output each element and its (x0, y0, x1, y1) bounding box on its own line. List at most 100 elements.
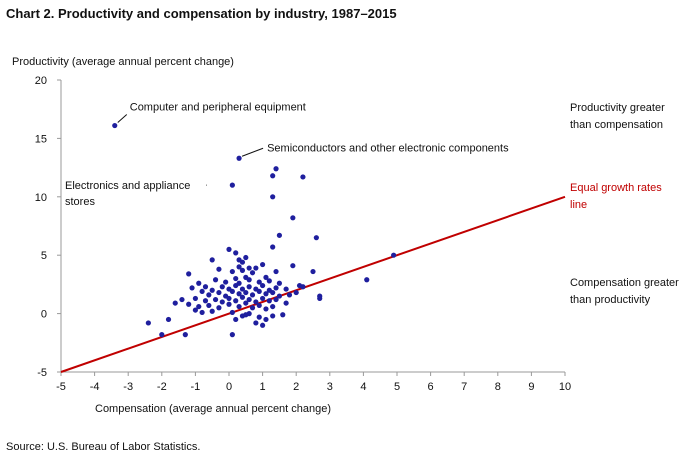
data-point (260, 261, 266, 268)
annotations: Computer and peripheral equipment Semicon… (65, 102, 509, 209)
data-point (172, 300, 178, 306)
data-point (256, 302, 262, 309)
data-point (236, 264, 242, 270)
data-point (270, 313, 276, 319)
data-point (243, 312, 249, 318)
data-point (212, 296, 219, 303)
data-point (263, 274, 269, 280)
data-points (112, 122, 397, 338)
data-point (199, 309, 205, 316)
x-tick-label: 6 (428, 381, 434, 393)
data-point (283, 300, 289, 306)
data-point (256, 279, 262, 285)
x-tick-label: 7 (461, 381, 467, 393)
annotation-semiconductors: Semiconductors and other electronic comp… (267, 142, 509, 154)
x-tick-label: 0 (226, 381, 232, 393)
data-point (179, 296, 185, 303)
data-point (216, 289, 222, 296)
data-point (233, 275, 239, 282)
data-point (266, 298, 272, 304)
data-point (236, 303, 242, 310)
y-tick-label: 0 (41, 309, 47, 321)
x-tick-label: 2 (293, 381, 299, 393)
data-point (270, 303, 276, 310)
data-point (112, 122, 118, 129)
data-point (246, 284, 252, 290)
x-tick-label: 3 (327, 381, 333, 393)
data-point (256, 288, 262, 295)
data-point (286, 292, 293, 298)
data-point (196, 280, 202, 286)
data-point (159, 332, 165, 338)
data-point (246, 265, 252, 271)
x-tick-label: -3 (123, 381, 133, 393)
data-point (236, 291, 242, 297)
data-point (209, 257, 215, 263)
chart-title: Chart 2. Productivity and compensation b… (6, 6, 397, 21)
data-point (229, 332, 235, 338)
data-point (233, 316, 239, 323)
y-tick-label: 5 (41, 250, 47, 262)
data-point (229, 288, 235, 295)
data-point (202, 284, 209, 290)
data-point (256, 314, 262, 320)
x-tick-label: -2 (157, 381, 167, 393)
label-equal-growth-rates: line (570, 199, 587, 211)
data-point (300, 284, 306, 290)
side-labels: Productivity greater than compensation Equ… (570, 102, 679, 306)
data-point (226, 301, 232, 307)
data-point (182, 332, 188, 338)
data-point (236, 155, 242, 161)
data-point (246, 277, 252, 283)
annotation-electronics-stores-cont: stores (65, 196, 95, 208)
y-tick-label: 20 (35, 75, 47, 87)
data-point (186, 301, 192, 307)
data-point (270, 194, 276, 200)
data-point (364, 277, 370, 283)
data-point (192, 295, 198, 302)
data-point (199, 288, 205, 295)
x-tick-label: 8 (495, 381, 501, 393)
annotation-computer-equipment: Computer and peripheral equipment (130, 102, 306, 114)
data-point (165, 316, 172, 323)
label-productivity-greater: Productivity greater (570, 102, 665, 114)
data-point (253, 265, 259, 271)
data-point (243, 254, 249, 261)
data-point (273, 166, 279, 172)
data-point (273, 296, 279, 303)
x-tick-label: 1 (260, 381, 266, 393)
source-note: Source: U.S. Bureau of Labor Statistics. (6, 441, 201, 453)
data-point (216, 305, 222, 311)
data-point (253, 299, 259, 305)
data-point (283, 286, 289, 292)
equal-growth-line (60, 195, 566, 373)
data-point (263, 316, 269, 323)
data-point (206, 302, 212, 309)
data-point (239, 267, 246, 273)
y-tick-label: -5 (37, 367, 47, 379)
data-point (293, 289, 299, 296)
x-tick-label: 4 (360, 381, 366, 393)
data-point (212, 277, 219, 283)
data-point (300, 174, 306, 180)
data-point (249, 270, 256, 276)
data-point (273, 285, 279, 291)
data-point (260, 295, 266, 302)
data-point (276, 293, 282, 299)
annotation-leader-line (117, 114, 128, 123)
data-point (189, 285, 195, 291)
data-point (391, 252, 397, 258)
data-point (317, 293, 323, 299)
data-point (229, 268, 235, 275)
annotation-leader-line (241, 147, 264, 157)
axes: -5 0 5 10 15 20 -5 -4 -3 -2 -1 0 1 2 3 4 5 6 7 8 9 10 (35, 75, 571, 393)
data-point (276, 232, 282, 238)
data-point (196, 303, 202, 310)
data-point (186, 271, 192, 277)
data-point (233, 298, 239, 304)
data-point (243, 289, 249, 296)
data-point (145, 320, 151, 326)
data-point (313, 235, 319, 241)
data-point (249, 292, 256, 298)
data-point (233, 250, 239, 256)
